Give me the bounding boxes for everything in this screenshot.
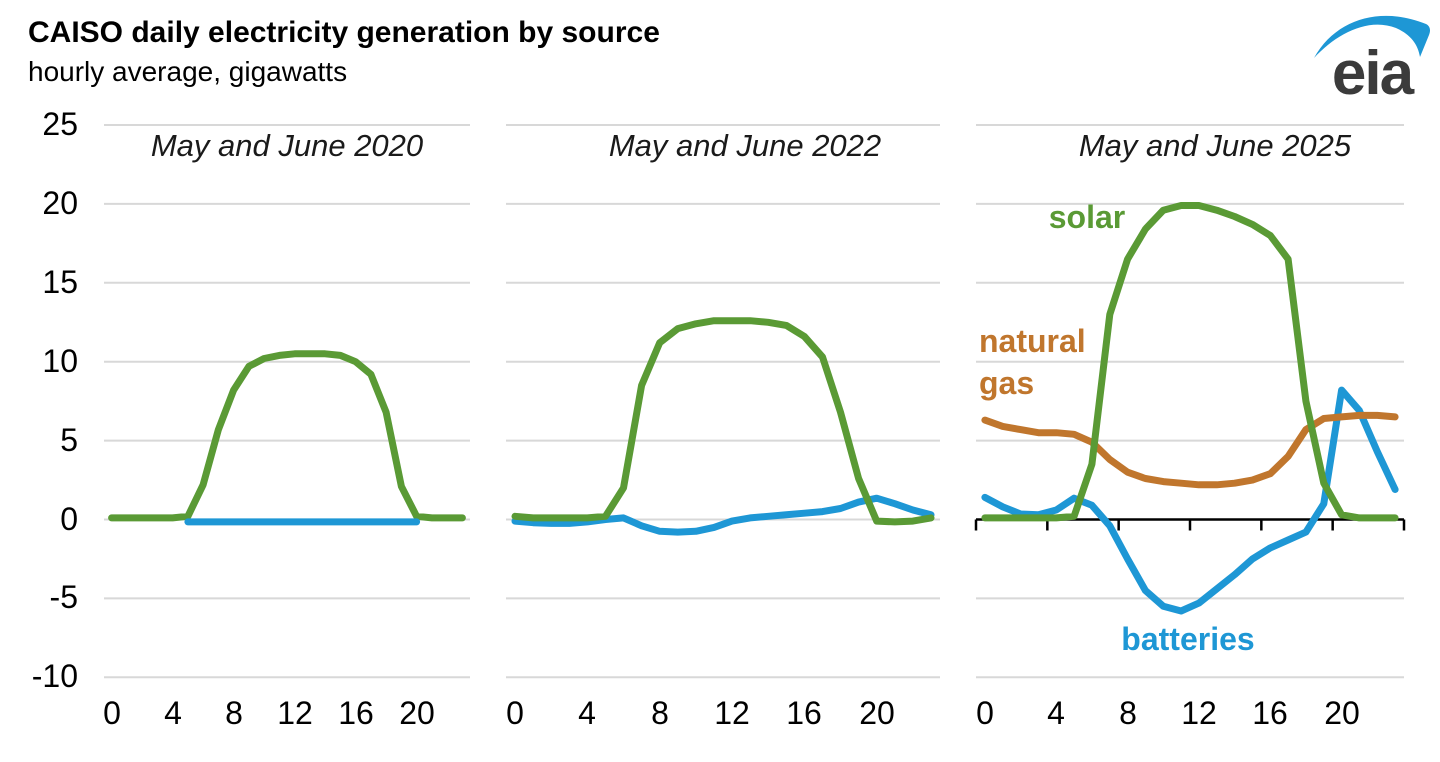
x-axis-tick-label: 20: [399, 695, 435, 731]
solar-line-2022: [511, 317, 935, 526]
eia-logo-text: eia: [1332, 39, 1415, 98]
y-axis-tick-label: -5: [49, 579, 78, 615]
x-axis-tick-label: 12: [714, 695, 750, 731]
x-axis-tick-label: 16: [786, 695, 822, 731]
x-axis-tick-label: 0: [976, 695, 994, 731]
series-label-solar: solar: [1048, 199, 1126, 235]
series-label-batteries: batteries: [1121, 621, 1255, 657]
page-title: CAISO daily electricity generation by so…: [28, 16, 660, 49]
panel-title-2025: May and June 2025: [1078, 128, 1352, 163]
x-axis-tick-label: 0: [506, 695, 524, 731]
x-axis-tick-label: 12: [277, 695, 313, 731]
page-subtitle: hourly average, gigawatts: [28, 56, 348, 87]
series-label-natural-gas: natural gas: [979, 323, 1086, 401]
panel-title-2020: May and June 2020: [150, 128, 424, 163]
solar-line-2025: [981, 202, 1399, 522]
eia-logo-swoosh-icon: [1314, 15, 1430, 58]
x-axis-tick-label: 4: [164, 695, 182, 731]
y-axis-tick-label: 15: [42, 264, 78, 300]
x-axis-tick-label: 12: [1181, 695, 1217, 731]
batteries-line-2022: [511, 494, 935, 536]
x-axis-tick-label: 4: [1047, 695, 1065, 731]
eia-logo: eia: [1310, 6, 1434, 108]
x-axis-tick-label: 8: [651, 695, 669, 731]
x-axis-tick-label: 20: [1324, 695, 1360, 731]
x-axis-tick-label: 0: [103, 695, 121, 731]
x-axis-tick-label: 16: [338, 695, 374, 731]
y-axis-tick-label: 20: [42, 185, 78, 221]
y-axis-tick-label: 25: [42, 106, 78, 142]
natural-gas-line-2025: [981, 411, 1399, 489]
eia-logo-graphic: eia: [1314, 15, 1430, 108]
x-axis-tick-label: 16: [1252, 695, 1288, 731]
y-axis-tick-label: -10: [31, 658, 78, 694]
panel-title-2022: May and June 2022: [608, 128, 882, 163]
x-axis-tick-label: 8: [1119, 695, 1137, 731]
x-axis-tick-label: 8: [225, 695, 243, 731]
x-axis-tick-label: 20: [859, 695, 895, 731]
solar-line-2020: [108, 350, 466, 522]
y-axis-tick-label: 10: [42, 343, 78, 379]
x-axis-tick-label: 4: [578, 695, 596, 731]
y-axis-tick-label: 0: [60, 501, 78, 537]
y-axis-tick-label: 5: [60, 422, 78, 458]
